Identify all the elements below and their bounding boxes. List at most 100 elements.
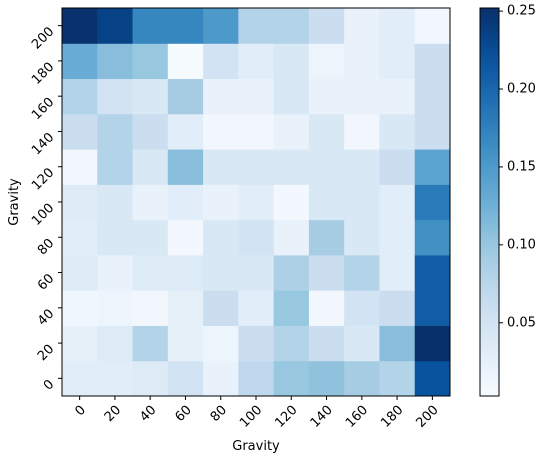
heatmap-cell — [167, 254, 204, 291]
heatmap-cell — [414, 254, 451, 291]
heatmap-cell — [308, 325, 345, 362]
y-tick-label: 160 — [29, 95, 57, 123]
heatmap-cell — [62, 8, 98, 44]
heatmap-cell — [167, 360, 204, 397]
x-tick-label: 80 — [208, 403, 230, 425]
heatmap-cell — [132, 360, 169, 397]
x-axis-ticks: 0 20 40 60 80 100 120 140 160 180 200 — [72, 396, 442, 431]
heatmap-cell — [379, 149, 416, 185]
heatmap-cell — [273, 290, 310, 326]
x-tick-label: 0 — [72, 403, 88, 419]
heatmap-cell — [414, 290, 451, 326]
y-tick-label: 120 — [29, 165, 57, 193]
heatmap-cell — [308, 149, 345, 185]
heatmap-cell — [62, 184, 98, 221]
heatmap-cell — [344, 254, 380, 291]
y-tick-label: 40 — [35, 307, 57, 329]
heatmap-cell — [167, 184, 204, 221]
heatmap-cell — [379, 219, 416, 256]
heatmap-cell — [344, 113, 380, 150]
heatmap-cell — [132, 113, 169, 150]
heatmap-cell — [167, 8, 204, 44]
colorbar-tick-label: 0.05 — [507, 315, 536, 330]
heatmap-cell — [344, 325, 380, 362]
heatmap-cell — [238, 254, 275, 291]
y-tick-label: 60 — [35, 271, 57, 293]
heatmap-cell — [308, 113, 345, 150]
heatmap-cell — [62, 325, 98, 362]
heatmap-cell — [414, 43, 451, 80]
heatmap-cell — [344, 43, 380, 80]
heatmap-cell — [273, 360, 310, 397]
heatmap-cell — [273, 113, 310, 150]
y-tick-label: 0 — [41, 377, 57, 393]
heatmap-cell — [308, 219, 345, 256]
heatmap-cell — [379, 113, 416, 150]
heatmap-cell — [273, 219, 310, 256]
x-tick-label: 100 — [237, 403, 265, 431]
colorbar-tick-label: 0.15 — [507, 159, 536, 174]
heatmap-cell — [203, 325, 239, 362]
heatmap-cell — [97, 325, 134, 362]
heatmap-cell — [132, 290, 169, 326]
heatmap-cell — [308, 184, 345, 221]
heatmap-cells — [62, 8, 451, 397]
heatmap-cell — [414, 8, 451, 44]
heatmap-cell — [238, 360, 275, 397]
x-tick-label: 120 — [272, 403, 300, 431]
heatmap-cell — [203, 254, 239, 291]
heatmap-cell — [379, 325, 416, 362]
heatmap-cell — [132, 43, 169, 80]
heatmap-cell — [203, 219, 239, 256]
heatmap-cell — [167, 43, 204, 80]
colorbar-tick-label: 0.20 — [507, 82, 536, 97]
x-tick-label: 40 — [137, 403, 159, 425]
heatmap-cell — [379, 360, 416, 397]
heatmap-cell — [238, 78, 275, 115]
heatmap-cell — [273, 78, 310, 115]
heatmap-cell — [238, 43, 275, 80]
heatmap-cell — [344, 78, 380, 115]
heatmap-cell — [273, 8, 310, 44]
heatmap-cell — [62, 78, 98, 115]
heatmap-cell — [238, 325, 275, 362]
heatmap-cell — [379, 184, 416, 221]
x-axis-title: Gravity — [232, 439, 280, 454]
heatmap-cell — [344, 149, 380, 185]
heatmap-cell — [344, 184, 380, 221]
heatmap-cell — [238, 219, 275, 256]
heatmap-cell — [414, 325, 451, 362]
heatmap-cell — [132, 325, 169, 362]
heatmap-cell — [97, 184, 134, 221]
heatmap-cell — [97, 78, 134, 115]
heatmap-cell — [344, 360, 380, 397]
heatmap-cell — [167, 113, 204, 150]
heatmap-cell — [97, 360, 134, 397]
heatmap-cell — [132, 78, 169, 115]
y-tick-label: 200 — [29, 24, 57, 52]
heatmap-cell — [308, 290, 345, 326]
heatmap-cell — [97, 43, 134, 80]
x-tick-label: 140 — [308, 403, 336, 431]
heatmap-cell — [203, 43, 239, 80]
heatmap-cell — [308, 254, 345, 291]
heatmap-cell — [62, 254, 98, 291]
heatmap-cell — [273, 325, 310, 362]
y-tick-label: 140 — [29, 130, 57, 158]
heatmap-cell — [132, 149, 169, 185]
heatmap-cell — [308, 78, 345, 115]
y-tick-label: 180 — [29, 60, 57, 88]
heatmap-cell — [414, 219, 451, 256]
heatmap-cell — [203, 360, 239, 397]
heatmap-cell — [62, 113, 98, 150]
heatmap-cell — [132, 254, 169, 291]
heatmap-cell — [97, 219, 134, 256]
colorbar-gradient — [480, 8, 499, 396]
heatmap-cell — [97, 290, 134, 326]
x-tick-label: 60 — [172, 403, 194, 425]
y-tick-label: 100 — [29, 201, 57, 229]
heatmap-cell — [414, 113, 451, 150]
y-axis-title: Gravity — [7, 178, 22, 226]
heatmap-cell — [203, 290, 239, 326]
